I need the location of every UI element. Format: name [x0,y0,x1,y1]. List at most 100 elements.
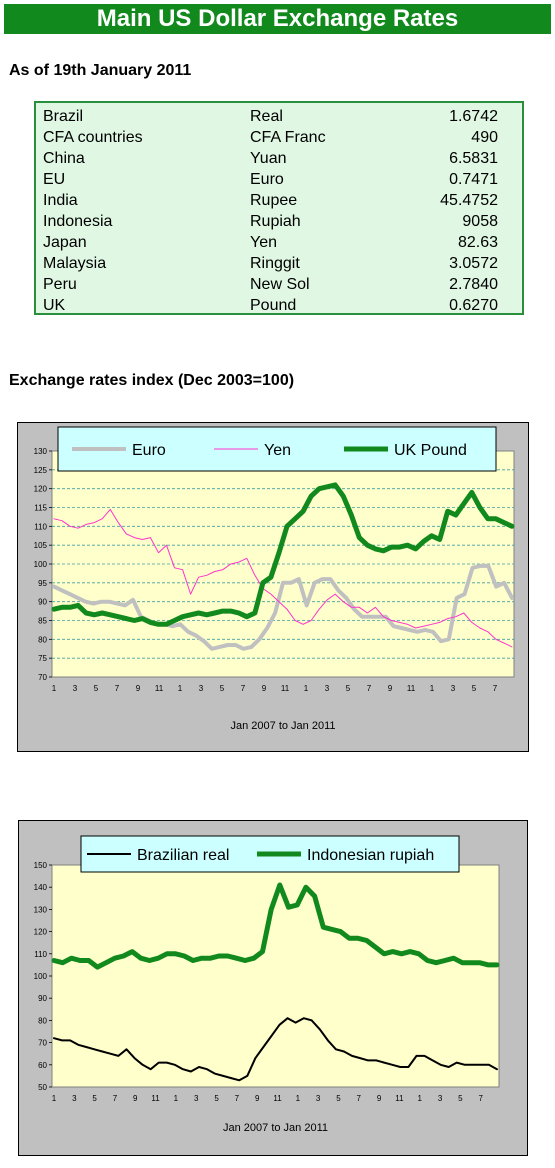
rate-value: 1.6742 [449,108,498,125]
x-tick-label: 3 [199,684,204,693]
rate-currency: Ringgit [250,255,300,272]
x-tick-label: 7 [367,684,372,693]
y-tick-label: 120 [34,928,48,937]
rate-currency: Pound [250,297,297,314]
rate-row: Japan Yen 82.63 [36,232,522,253]
y-tick-label: 75 [38,654,47,663]
rate-currency: Rupee [250,192,298,209]
x-tick-label: 1 [418,1094,423,1103]
rate-row: CFA countries CFA Franc 490 [36,127,522,148]
x-tick-label: 1 [52,684,57,693]
series-line-2 [51,482,515,627]
x-tick-label: 7 [478,1094,483,1103]
x-tick-label: 3 [72,1094,77,1103]
series-line-1 [53,508,513,648]
rate-row: Brazil Real 1.6742 [36,106,522,127]
x-tick-label: 7 [241,684,246,693]
rate-currency: Yuan [250,150,287,167]
x-tick-label: 7 [357,1094,362,1103]
y-tick-label: 60 [38,1061,47,1070]
x-axis-title: Jan 2007 to Jan 2011 [231,720,336,732]
rate-value: 3.0572 [449,255,498,272]
x-tick-label: 1 [430,684,435,693]
rate-currency: New Sol [250,276,310,293]
rate-country: Malaysia [43,255,107,272]
x-tick-label: 1 [296,1094,301,1103]
y-tick-label: 80 [38,1016,47,1025]
x-tick-label: 3 [316,1094,321,1103]
legend-label: Brazilian real [137,847,229,864]
rate-value: 0.6270 [449,297,498,314]
rate-value: 2.7840 [449,276,498,293]
x-tick-label: 1 [304,684,309,693]
rate-country: Indonesia [43,213,113,230]
x-tick-label: 11 [151,1094,160,1103]
series-line-1 [51,882,500,970]
x-tick-label: 5 [472,684,477,693]
legend [57,426,497,472]
rate-country: UK [43,297,66,314]
x-tick-label: 9 [255,1094,260,1103]
x-tick-label: 5 [346,684,351,693]
x-tick-label: 11 [273,1094,282,1103]
y-tick-label: 100 [34,972,48,981]
legend-label: Yen [264,442,291,459]
rate-currency: CFA Franc [250,129,326,146]
y-tick-label: 115 [34,504,47,513]
x-tick-label: 5 [94,684,99,693]
x-tick-label: 9 [262,684,267,693]
y-tick-label: 150 [34,861,48,870]
rate-value: 490 [471,129,498,146]
rate-row: Malaysia Ringgit 3.0572 [36,253,522,274]
y-tick-label: 100 [34,560,48,569]
rate-row: Indonesia Rupiah 9058 [36,211,522,232]
x-tick-label: 1 [174,1094,179,1103]
rate-country: EU [43,171,66,188]
x-tick-label: 9 [136,684,141,693]
rate-value: 6.5831 [449,150,498,167]
legend-label: Euro [132,442,166,459]
rate-currency: Real [250,108,283,125]
x-tick-label: 11 [155,684,164,693]
rate-country: Japan [43,234,87,251]
chart-1-panel: 70 75 80 85 90 95 100 105 110 115 120 125 130 1 3 5 7 9 11… [17,422,529,752]
rate-currency: Euro [250,171,284,188]
rate-row: India Rupee 45.4752 [36,190,522,211]
y-tick-label: 85 [38,617,47,626]
x-tick-label: 5 [220,684,225,693]
page-title: Main US Dollar Exchange Rates [4,4,551,34]
x-tick-label: 3 [325,684,330,693]
x-tick-label: 5 [458,1094,463,1103]
x-tick-label: 7 [235,1094,240,1103]
x-tick-label: 5 [92,1094,97,1103]
x-tick-label: 3 [438,1094,443,1103]
rate-value: 82.63 [457,234,498,251]
x-tick-label: 11 [395,1094,404,1103]
y-tick-label: 70 [38,1039,47,1048]
y-tick-label: 110 [34,522,47,531]
rate-value: 0.7471 [449,171,498,188]
x-tick-label: 9 [133,1094,138,1103]
x-tick-label: 1 [178,684,183,693]
y-tick-label: 130 [34,905,48,914]
x-tick-label: 11 [407,684,416,693]
rate-currency: Rupiah [250,213,301,230]
rate-country: Brazil [43,108,84,125]
y-tick-label: 50 [38,1083,47,1092]
rate-value: 9058 [462,213,498,230]
x-tick-label: 9 [377,1094,382,1103]
section-title: Exchange rates index (Dec 2003=100) [9,372,295,389]
x-tick-label: 5 [214,1094,219,1103]
rate-country: CFA countries [43,129,143,146]
rate-country: China [43,150,85,167]
chart-2-panel: 50 60 70 80 90 100 110 120 130 140 150 1 3 5 7 9 11 1 3 5 7 9… [18,820,528,1156]
x-tick-label: 11 [281,684,290,693]
rate-row: UK Pound 0.6270 [36,295,522,316]
x-tick-label: 5 [336,1094,341,1103]
y-tick-label: 120 [34,485,48,494]
rate-row: Peru New Sol 2.7840 [36,274,522,295]
y-tick-label: 130 [34,447,48,456]
rate-currency: Yen [250,234,277,251]
rate-row: China Yuan 6.5831 [36,148,522,169]
exchange-rates-table: Brazil Real 1.6742 CFA countries CFA Franc 49… [34,101,524,315]
